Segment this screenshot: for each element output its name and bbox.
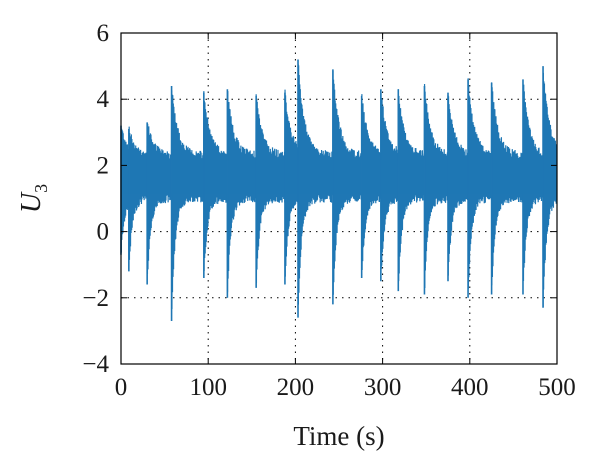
x-tick-label: 100 (189, 374, 227, 401)
series-u3 (120, 59, 557, 321)
y-axis-label-subscript: 3 (31, 184, 51, 193)
series-u3-band (121, 160, 557, 194)
y-axis-label: U3 (16, 184, 51, 213)
y-tick-label: −2 (82, 285, 109, 312)
x-tick-label: 500 (538, 374, 576, 401)
x-tick-label: 400 (451, 374, 489, 401)
x-tick-label: 200 (277, 374, 315, 401)
y-axis-label-main: U (16, 191, 47, 213)
x-tick-labels: 0 100 200 300 400 500 (115, 374, 576, 401)
y-tick-label: 2 (97, 152, 110, 179)
y-tick-label: 0 (97, 219, 110, 246)
y-tick-label: 4 (97, 86, 110, 113)
x-tick-label: 0 (115, 374, 128, 401)
x-axis-label: Time (s) (293, 421, 384, 451)
plot-frame (120, 32, 558, 365)
x-tick-label: 300 (364, 374, 402, 401)
y-tick-label: 6 (97, 20, 110, 47)
y-tick-labels: −4 −2 0 2 4 6 (82, 20, 109, 378)
ticks (120, 32, 558, 365)
y-tick-label: −4 (82, 351, 109, 378)
